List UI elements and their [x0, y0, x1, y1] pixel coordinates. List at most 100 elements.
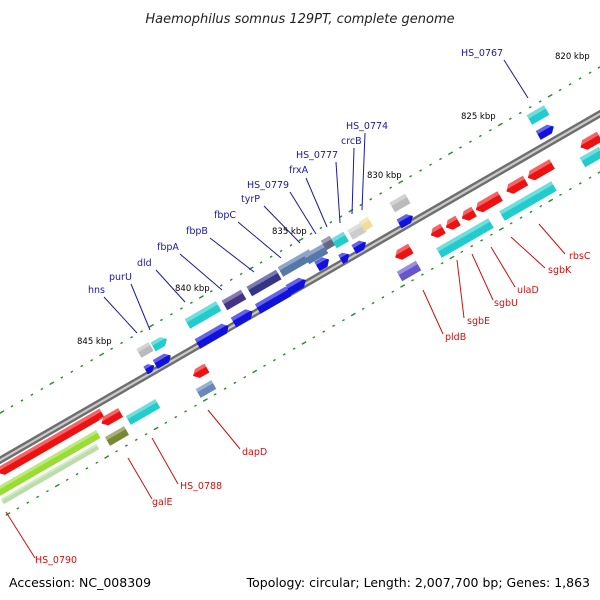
feature-fbpa-blue[interactable]: [194, 321, 232, 349]
feature-sgbe-red[interactable]: [428, 223, 446, 241]
label-fbpc[interactable]: fbpC: [214, 210, 236, 221]
tick-upper-29: [289, 244, 293, 247]
label-sgbu[interactable]: sgbU: [494, 298, 518, 309]
label-hs0779[interactable]: HS_0779: [247, 180, 289, 191]
tick-lower-56: [559, 193, 562, 197]
label-ulad[interactable]: ulaD: [517, 285, 539, 296]
tick-upper-30: [298, 237, 304, 242]
feature-dapd-blue[interactable]: [195, 380, 217, 398]
tick-lower-15: [153, 426, 159, 431]
label-hns[interactable]: hns: [88, 285, 105, 296]
label-tyrp[interactable]: tyrP: [241, 194, 260, 205]
tick-lower-44: [440, 261, 444, 265]
feature-ulad-red[interactable]: [459, 206, 477, 224]
label-fbpb[interactable]: fbpB: [186, 226, 208, 237]
feature-right-cyan[interactable]: [579, 146, 600, 168]
feature-frxa[interactable]: [320, 235, 336, 251]
feature-hs0788-red[interactable]: [98, 408, 124, 428]
tick-lower-58: [578, 182, 582, 185]
feature-gale-green[interactable]: [0, 430, 101, 496]
label-hs0790[interactable]: HS_0790: [35, 555, 77, 566]
feature-rbsc-red2[interactable]: [525, 159, 555, 183]
label-dld[interactable]: dld: [137, 258, 152, 269]
feature-fbpb[interactable]: [221, 289, 247, 311]
feature-small-blue[interactable]: [143, 361, 156, 375]
feature-hs0777[interactable]: [331, 231, 349, 249]
feature-sgbk-red[interactable]: [473, 191, 503, 215]
feature-puru-shine: [150, 334, 167, 346]
label-hs0767[interactable]: HS_0767: [461, 48, 503, 59]
feature-dld[interactable]: [152, 351, 174, 369]
feature-hs0777-shape: [331, 231, 349, 249]
tick-lower-32: [322, 330, 326, 333]
feature-pldb-violet[interactable]: [396, 260, 422, 282]
feature-pldb-violet-shine: [396, 260, 418, 276]
label-gale[interactable]: galE: [152, 497, 173, 508]
tick-lower-23: [233, 381, 237, 385]
tick-upper-48: [478, 134, 482, 138]
label-puru[interactable]: purU: [109, 272, 132, 283]
leader-hs0777: [335, 161, 341, 224]
tick-lower-20: [202, 398, 208, 402]
tick-lower-7: [75, 472, 79, 476]
tick-lower-1: [16, 507, 20, 510]
label-rbsc[interactable]: rbsC: [569, 251, 591, 262]
feature-sgbu-red[interactable]: [443, 215, 461, 233]
label-sgbk[interactable]: sgbK: [548, 265, 572, 276]
feature-fbpa-cyan-shape: [184, 301, 222, 329]
feature-ulad-red-shape: [461, 206, 477, 221]
label-hs0788[interactable]: HS_0788: [180, 481, 222, 492]
feature-tyrp-blue-shine: [285, 275, 305, 289]
feature-hs0777-blue[interactable]: [338, 250, 352, 264]
feature-dapd-red-shape: [193, 363, 210, 378]
feature-small-blue-shine: [143, 361, 154, 370]
leader-ulad: [490, 246, 516, 288]
feature-puru[interactable]: [150, 334, 170, 352]
feature-hs0767-blue[interactable]: [535, 122, 557, 140]
label-pldb[interactable]: pldB: [445, 332, 466, 343]
feature-dld-shape: [152, 353, 171, 369]
feature-hs0790-red[interactable]: [0, 408, 105, 478]
feature-sgb-cyan2[interactable]: [499, 181, 557, 221]
feature-fbpc-blue[interactable]: [254, 284, 295, 314]
label-hs0774[interactable]: HS_0774: [346, 121, 388, 132]
feature-hs0788-cyan[interactable]: [125, 399, 161, 425]
feature-pldb-blue[interactable]: [396, 211, 416, 229]
tick-upper-16: [160, 318, 163, 322]
tick-upper-26: [259, 261, 263, 264]
feature-pldb-red[interactable]: [392, 243, 414, 263]
tick-upper-43: [429, 163, 432, 166]
feature-hs0779[interactable]: [303, 243, 329, 265]
label-hs0777[interactable]: HS_0777: [296, 150, 338, 161]
label-fbpa[interactable]: fbpA: [157, 242, 179, 253]
feature-fbpb-blue[interactable]: [230, 306, 256, 328]
feature-hs0790-red-shape: [0, 408, 105, 475]
feature-right-red[interactable]: [577, 131, 600, 153]
feature-hs0767-cyan[interactable]: [526, 105, 550, 125]
feature-hs0774[interactable]: [358, 216, 374, 232]
feature-crcb-blue[interactable]: [351, 238, 368, 254]
feature-hs0788-red-shine: [98, 408, 120, 423]
feature-rbsc-red1[interactable]: [503, 175, 529, 197]
label-crcb[interactable]: crcB: [341, 136, 362, 147]
label-dapd[interactable]: dapD: [242, 447, 267, 458]
feature-pldb-grey[interactable]: [389, 193, 411, 213]
feature-hns[interactable]: [136, 342, 154, 358]
label-frxa[interactable]: frxA: [289, 165, 309, 176]
tick-upper-27: [269, 255, 273, 258]
feature-dapd-red[interactable]: [190, 363, 210, 381]
feature-olive[interactable]: [104, 426, 130, 446]
feature-gale-pale[interactable]: [0, 443, 100, 505]
label-leaders: [5, 59, 566, 559]
feature-puru-shape: [150, 337, 167, 352]
feature-fbpa-cyan[interactable]: [184, 301, 222, 329]
feature-fbpc[interactable]: [246, 269, 282, 297]
tick-upper-13: [130, 336, 133, 339]
leader-rbsc: [538, 223, 566, 255]
feature-hs0779-blue[interactable]: [314, 254, 332, 272]
label-sgbe[interactable]: sgbE: [467, 316, 490, 327]
feature-sgb-cyan1[interactable]: [436, 218, 494, 258]
feature-hs0779-blue-shine: [314, 254, 329, 266]
feature-hs0767-cyan-shape: [526, 105, 550, 125]
feature-tyrp-blue[interactable]: [285, 275, 309, 295]
